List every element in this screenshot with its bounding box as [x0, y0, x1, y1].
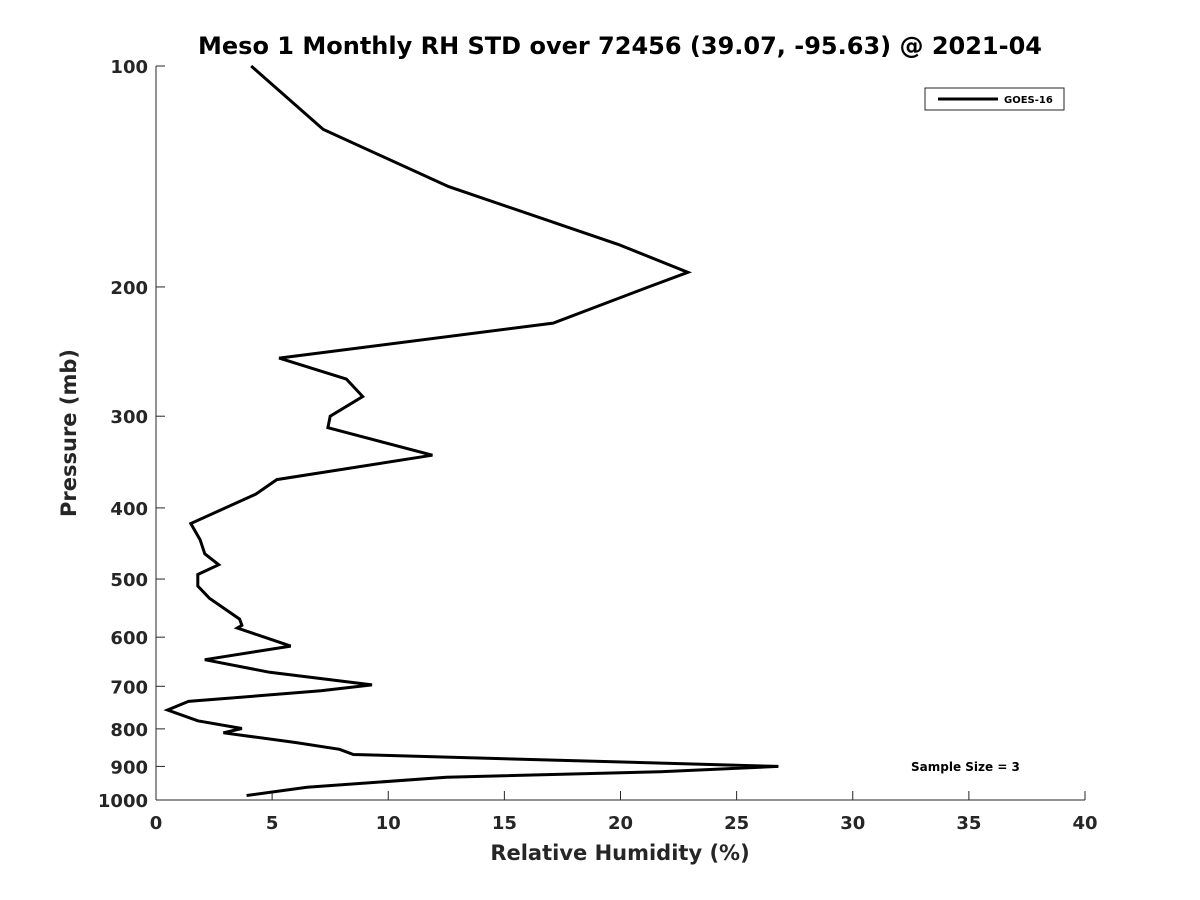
x-tick-label: 15	[492, 813, 517, 834]
y-tick-label: 800	[110, 720, 148, 741]
legend: GOES-16	[924, 87, 1065, 111]
x-tick-label: 25	[724, 813, 749, 834]
x-tick-label: 30	[840, 813, 865, 834]
legend-label-goes-16: GOES-16	[1004, 95, 1053, 106]
x-tick-label: 0	[150, 813, 163, 834]
series-lines	[163, 64, 779, 797]
y-axis-ticks: 100 200 300 400 500 600 700 800 900 1000	[98, 57, 165, 812]
y-tick-label: 600	[110, 628, 148, 649]
sample-size-annotation: Sample Size = 3	[911, 760, 1020, 774]
x-axis-label: Relative Humidity (%)	[490, 841, 749, 865]
x-tick-label: 35	[956, 813, 981, 834]
y-axis-label: Pressure (mb)	[57, 349, 81, 517]
x-tick-label: 5	[266, 813, 279, 834]
x-tick-label: 40	[1072, 813, 1097, 834]
x-axis-ticks: 0 5 10 15 20 25 30 35 40	[150, 791, 1098, 834]
x-tick-label: 20	[608, 813, 633, 834]
chart-title: Meso 1 Monthly RH STD over 72456 (39.07,…	[198, 32, 1042, 60]
y-tick-label: 400	[110, 499, 148, 520]
y-tick-label: 200	[110, 278, 148, 299]
y-tick-label: 1000	[98, 791, 148, 812]
y-tick-label: 700	[110, 677, 148, 698]
x-tick-label: 10	[376, 813, 401, 834]
series-line-goes-16	[163, 64, 779, 797]
y-tick-label: 300	[110, 407, 148, 428]
y-tick-label: 100	[110, 57, 148, 78]
y-tick-label: 500	[110, 570, 148, 591]
y-tick-label: 900	[110, 757, 148, 778]
